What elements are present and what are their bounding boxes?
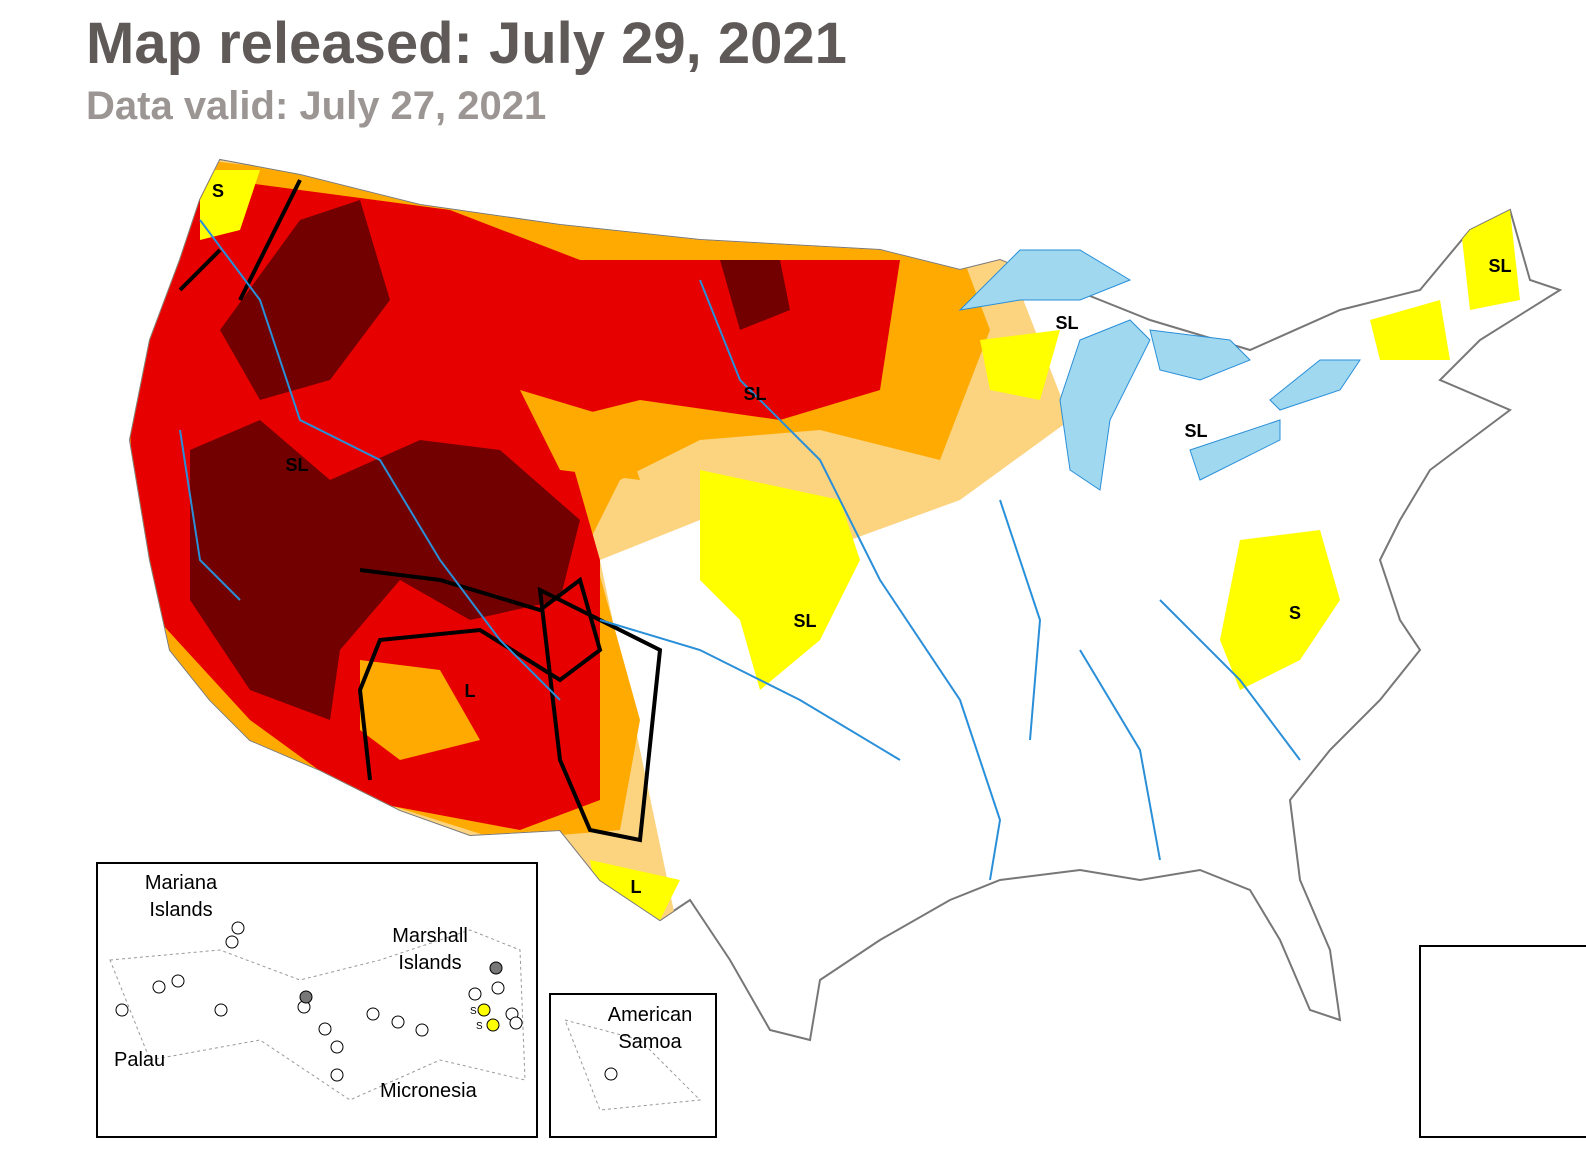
hawaii-inset (1419, 945, 1586, 1138)
island-markers (115, 921, 618, 1082)
d0-area (200, 170, 1520, 920)
impact-label: SL (793, 611, 816, 631)
samoa-inset (549, 993, 717, 1138)
marker-label: S (476, 1021, 483, 1032)
impact-line (357, 568, 603, 781)
inset-label: American Samoa (607, 1004, 693, 1053)
inset-label: Micronesia (380, 1080, 478, 1102)
impact-label: SL (1488, 256, 1511, 276)
impact-line (178, 179, 302, 301)
d2-patch (360, 390, 640, 760)
impact-label: S (212, 181, 224, 201)
impact-label: SL (1055, 313, 1078, 333)
impact-label: SL (285, 455, 308, 475)
title: Map released: July 29, 2021 (86, 11, 847, 76)
impact-line (537, 586, 663, 843)
pacific-inset (96, 862, 538, 1138)
inset-label: Mariana Islands (144, 872, 218, 921)
impact-label: S (1289, 603, 1301, 623)
impact-label: SL (743, 384, 766, 404)
inset-label: Palau (114, 1049, 165, 1071)
drought-areas (130, 160, 1520, 940)
inset-label: Marshall Islands (392, 925, 468, 974)
impact-label: SL (1184, 421, 1207, 441)
boundary (109, 929, 702, 1111)
impact-label: L (631, 877, 642, 897)
d4-area (190, 200, 790, 720)
river (179, 219, 1301, 881)
impact-label: L (465, 681, 476, 701)
subtitle: Data valid: July 27, 2021 (86, 84, 547, 128)
great-lakes (958, 249, 1361, 491)
marker-label: S (470, 1006, 477, 1017)
